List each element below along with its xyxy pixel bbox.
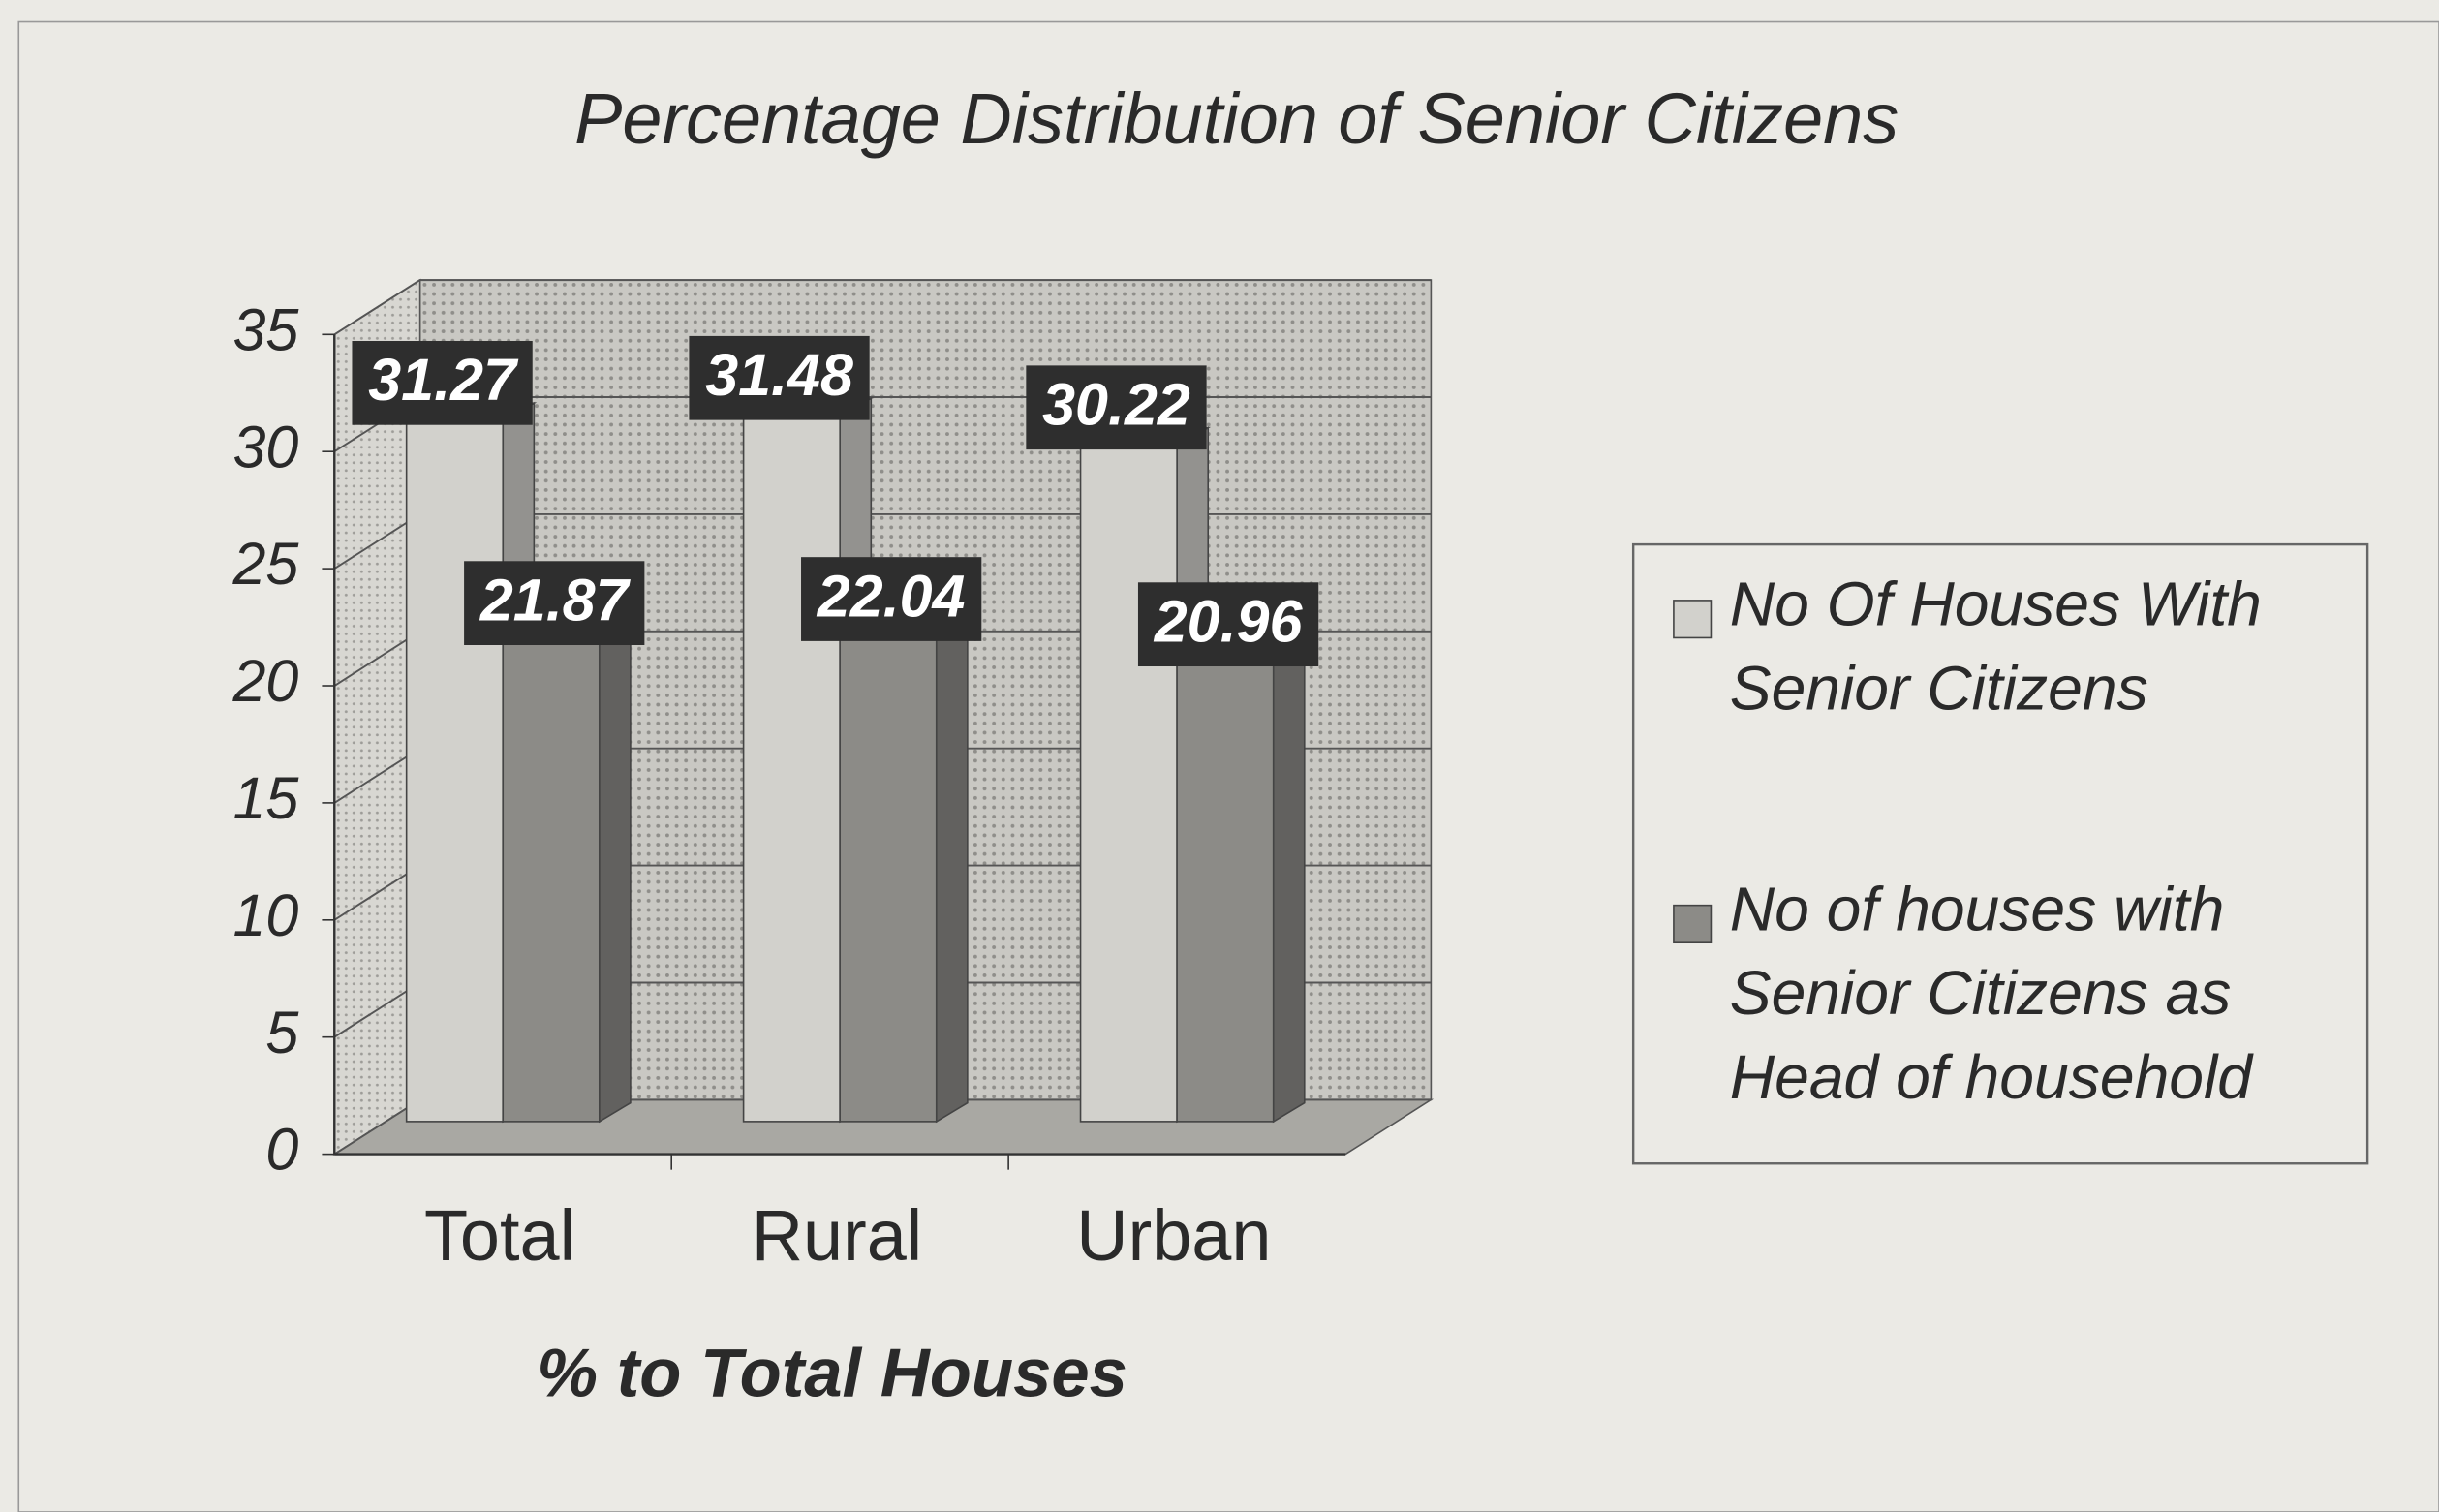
- y-tick-label: 0: [265, 1117, 298, 1183]
- data-label-box: [1137, 582, 1319, 667]
- y-tick-label: 15: [232, 765, 299, 831]
- legend-entry: No Of Houses With Senior Citizens: [1729, 571, 2262, 724]
- bar: [502, 640, 601, 1123]
- y-tick-label: 30: [232, 414, 298, 479]
- bar: [1079, 446, 1178, 1123]
- bar-side: [598, 622, 632, 1124]
- y-tick-label: 10: [232, 882, 298, 948]
- x-axis-label: % to Total Houses: [537, 1335, 1127, 1411]
- data-label-box: [352, 340, 533, 425]
- legend-swatch: [1673, 904, 1713, 944]
- data-label-box: [1026, 365, 1207, 450]
- legend: No Of Houses With Senior Citizens No of …: [1631, 542, 2369, 1165]
- grid-line: [333, 279, 421, 336]
- x-tick-label: Rural: [752, 1195, 922, 1276]
- data-label: 22.04: [817, 563, 966, 629]
- y-tick-label: 25: [232, 531, 299, 597]
- legend-entry: No of houses with Senior Citizens as Hea…: [1729, 876, 2253, 1113]
- y-tick-label: 20: [232, 648, 298, 714]
- data-label: 31.48: [705, 342, 853, 408]
- x-tick-label: Urban: [1076, 1195, 1271, 1276]
- data-label: 20.96: [1154, 588, 1304, 654]
- y-tick-label: 35: [232, 296, 299, 362]
- y-tick-label: 5: [265, 1000, 299, 1065]
- bar: [742, 416, 841, 1123]
- data-label-box: [801, 557, 982, 641]
- bar-side: [1272, 643, 1306, 1124]
- x-tick-label: Total: [424, 1195, 575, 1276]
- chart-title: Percentage Distribution of Senior Citize…: [574, 78, 1899, 159]
- bar: [405, 420, 505, 1123]
- bar: [839, 636, 938, 1123]
- data-label-box: [689, 335, 870, 420]
- data-label: 30.22: [1042, 371, 1190, 437]
- plot-area: 0 5 10 15 20 25 30 35 Total Rural Urban 31.27 21.87 3…: [232, 278, 1435, 1276]
- data-label-box: [464, 561, 645, 646]
- legend-swatch: [1673, 600, 1713, 639]
- legend-label: No Of Houses With Senior Citizens: [1729, 571, 2262, 724]
- bar-side: [935, 617, 969, 1124]
- data-label: 21.87: [479, 567, 632, 633]
- legend-box: [1631, 542, 2369, 1165]
- bar: [1176, 662, 1275, 1123]
- data-label: 31.27: [368, 347, 519, 413]
- legend-label: No of houses with Senior Citizens as Hea…: [1729, 876, 2253, 1113]
